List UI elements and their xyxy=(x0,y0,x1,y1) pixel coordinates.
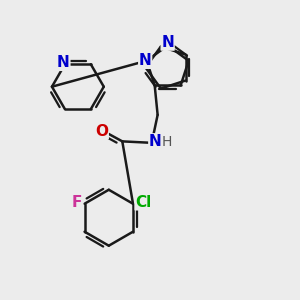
Text: N: N xyxy=(139,53,152,68)
Text: N: N xyxy=(149,134,162,149)
Text: N: N xyxy=(57,55,70,70)
Text: O: O xyxy=(95,124,108,139)
Text: H: H xyxy=(161,135,172,149)
Text: N: N xyxy=(161,35,174,50)
Text: Cl: Cl xyxy=(135,195,152,210)
Text: F: F xyxy=(72,195,83,210)
